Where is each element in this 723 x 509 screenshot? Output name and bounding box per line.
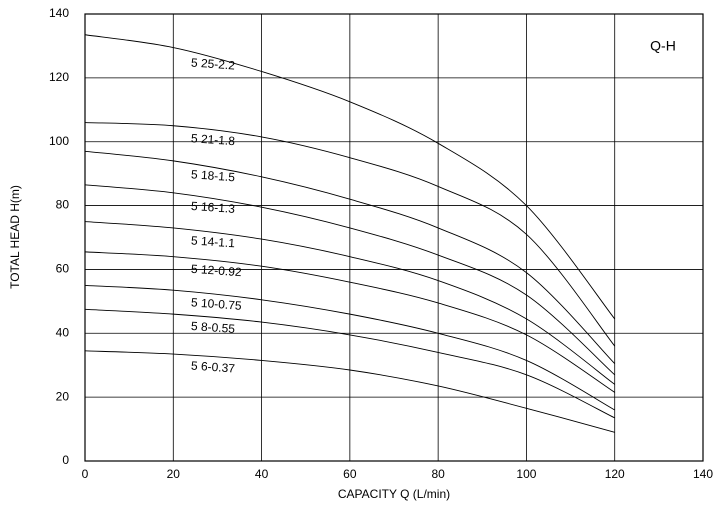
annotation: Q-H [650,38,676,54]
y-tick-label: 20 [56,389,70,403]
x-axis-title: CAPACITY Q (L/min) [338,487,450,501]
x-tick-label: 140 [693,467,713,481]
curve-label: 5 21-1.8 [191,131,236,148]
curve-label: 5 14-1.1 [191,233,236,250]
curve [84,221,615,385]
x-tick-label: 40 [255,467,269,481]
curve [84,251,615,393]
curve [84,284,615,411]
plot-frame [84,13,704,462]
curve [84,150,616,364]
x-tick-label: 20 [167,467,181,481]
y-tick-label: 100 [49,134,69,148]
x-tick-label: 0 [82,467,89,481]
x-tick-label: 80 [431,467,445,481]
x-tick-label: 60 [343,467,357,481]
x-tick-label: 100 [516,467,536,481]
curve-label: 5 12-0.92 [191,262,243,280]
y-tick-label: 140 [49,6,69,20]
y-tick-label: 120 [49,70,69,84]
y-tick-label: 80 [56,198,70,212]
curve [84,308,615,419]
curve-label: 5 16-1.3 [191,199,236,216]
y-axis-title: TOTAL HEAD H(m) [8,185,22,289]
curve-label: 5 8-0.55 [191,319,236,336]
curve [84,122,616,347]
curve-label: 5 6-0.37 [191,359,236,376]
y-tick-label: 40 [56,325,70,339]
curve [84,34,616,320]
curve-label: 5 25-2.2 [191,56,236,73]
curve-label: 5 18-1.5 [191,167,236,184]
y-tick-label: 0 [62,453,69,467]
curve [84,184,616,376]
y-tick-label: 60 [56,262,70,276]
curve [84,350,615,433]
x-tick-label: 120 [605,467,625,481]
curve-label: 5 10-0.75 [191,295,243,313]
